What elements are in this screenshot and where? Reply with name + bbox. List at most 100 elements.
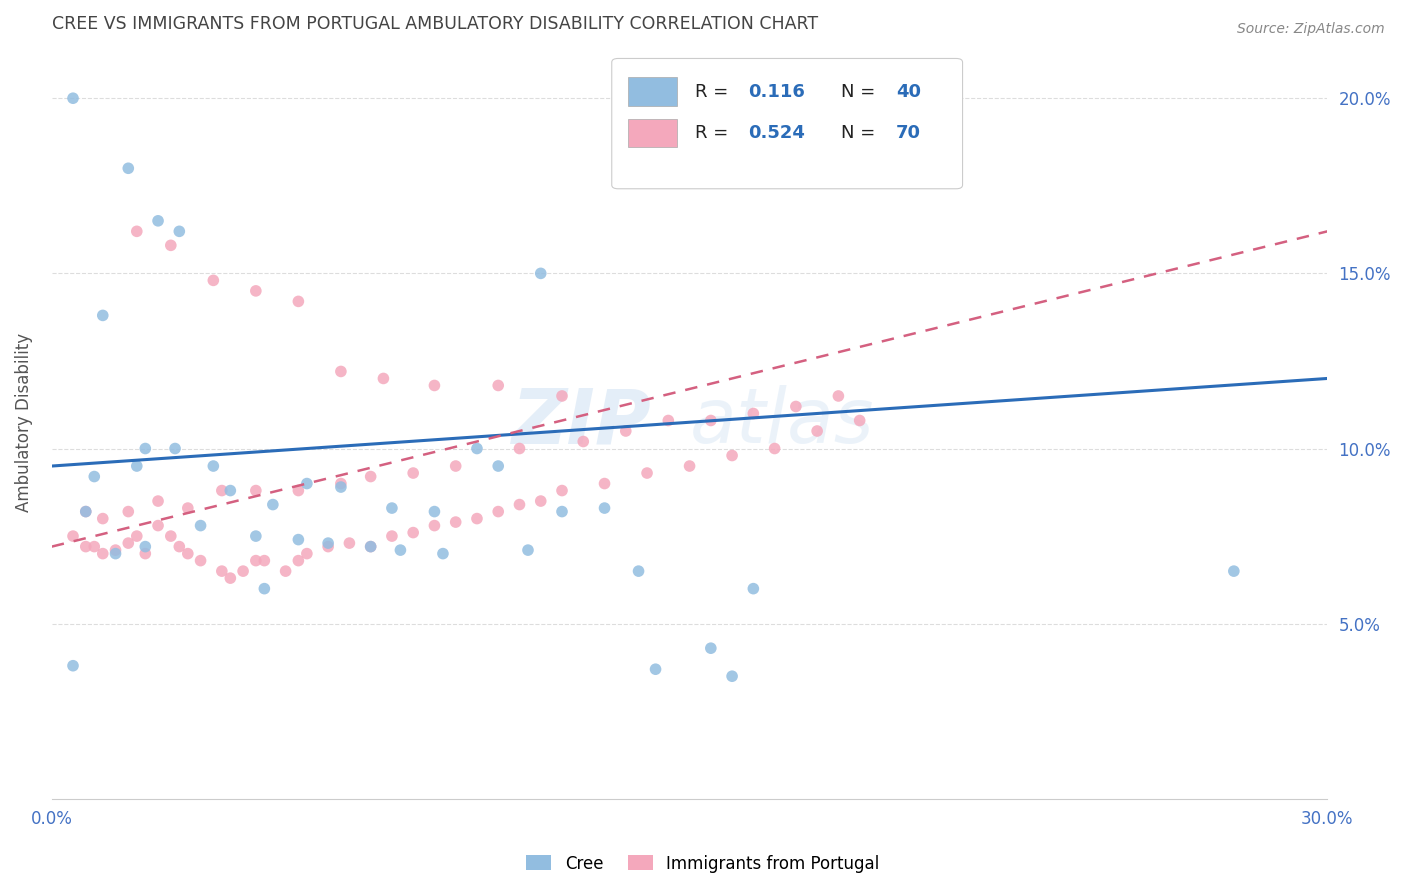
- Text: 40: 40: [896, 83, 921, 101]
- Point: [104, 543, 127, 558]
- Text: R =: R =: [695, 124, 734, 142]
- Point: [202, 273, 225, 287]
- Point: [657, 413, 679, 427]
- Point: [177, 501, 200, 516]
- Point: [339, 536, 361, 550]
- Point: [117, 536, 139, 550]
- Point: [381, 529, 404, 543]
- Point: [295, 476, 318, 491]
- Point: [134, 442, 156, 456]
- Point: [177, 547, 200, 561]
- Point: [572, 434, 595, 449]
- Point: [508, 442, 530, 456]
- Point: [245, 553, 267, 567]
- Point: [551, 483, 574, 498]
- Point: [91, 309, 114, 323]
- Point: [551, 389, 574, 403]
- Point: [253, 553, 276, 567]
- Point: [806, 424, 828, 438]
- Point: [159, 529, 181, 543]
- Point: [508, 498, 530, 512]
- Point: [593, 501, 616, 516]
- Point: [211, 483, 233, 498]
- Point: [62, 658, 84, 673]
- Point: [517, 543, 540, 558]
- Point: [104, 547, 127, 561]
- Point: [700, 413, 723, 427]
- Point: [287, 483, 309, 498]
- Point: [62, 529, 84, 543]
- Point: [329, 476, 352, 491]
- Point: [169, 540, 191, 554]
- Point: [146, 214, 169, 228]
- Point: [486, 378, 509, 392]
- Point: [75, 505, 97, 519]
- FancyBboxPatch shape: [612, 59, 963, 189]
- Text: N =: N =: [841, 83, 882, 101]
- Text: atlas: atlas: [689, 385, 875, 459]
- Point: [465, 511, 488, 525]
- Point: [423, 518, 446, 533]
- Y-axis label: Ambulatory Disability: Ambulatory Disability: [15, 333, 32, 512]
- Point: [202, 458, 225, 473]
- Point: [486, 458, 509, 473]
- Point: [423, 378, 446, 392]
- Point: [146, 518, 169, 533]
- Point: [1223, 564, 1246, 578]
- Point: [614, 424, 637, 438]
- Point: [219, 571, 242, 585]
- Point: [700, 641, 723, 656]
- Point: [530, 266, 553, 280]
- Point: [329, 480, 352, 494]
- Point: [159, 238, 181, 252]
- Point: [91, 511, 114, 525]
- Point: [165, 442, 187, 456]
- Point: [593, 476, 616, 491]
- Point: [262, 498, 284, 512]
- Point: [169, 224, 191, 238]
- Point: [117, 505, 139, 519]
- Legend: Cree, Immigrants from Portugal: Cree, Immigrants from Portugal: [520, 848, 886, 880]
- Point: [432, 547, 454, 561]
- Point: [91, 547, 114, 561]
- Text: Source: ZipAtlas.com: Source: ZipAtlas.com: [1237, 22, 1385, 37]
- Point: [83, 469, 105, 483]
- Point: [232, 564, 254, 578]
- Point: [253, 582, 276, 596]
- Point: [763, 442, 786, 456]
- Point: [134, 540, 156, 554]
- Point: [402, 525, 425, 540]
- Point: [848, 413, 870, 427]
- Point: [316, 536, 339, 550]
- Point: [75, 540, 97, 554]
- Point: [785, 400, 807, 414]
- Point: [627, 564, 650, 578]
- Point: [381, 501, 404, 516]
- Point: [190, 553, 212, 567]
- Point: [827, 389, 849, 403]
- Point: [551, 505, 574, 519]
- Point: [444, 458, 467, 473]
- Point: [134, 547, 156, 561]
- Point: [465, 442, 488, 456]
- Point: [402, 466, 425, 480]
- Point: [636, 466, 658, 480]
- Text: 70: 70: [896, 124, 921, 142]
- Text: N =: N =: [841, 124, 882, 142]
- Point: [287, 553, 309, 567]
- Text: CREE VS IMMIGRANTS FROM PORTUGAL AMBULATORY DISABILITY CORRELATION CHART: CREE VS IMMIGRANTS FROM PORTUGAL AMBULAT…: [52, 15, 818, 33]
- Point: [245, 483, 267, 498]
- Point: [721, 449, 744, 463]
- Point: [742, 582, 765, 596]
- Point: [125, 224, 148, 238]
- Text: 0.116: 0.116: [748, 83, 806, 101]
- Point: [295, 547, 318, 561]
- Point: [444, 515, 467, 529]
- Point: [721, 669, 744, 683]
- Point: [219, 483, 242, 498]
- Text: 0.524: 0.524: [748, 124, 806, 142]
- Point: [245, 284, 267, 298]
- Point: [146, 494, 169, 508]
- Point: [373, 371, 395, 385]
- FancyBboxPatch shape: [628, 119, 676, 147]
